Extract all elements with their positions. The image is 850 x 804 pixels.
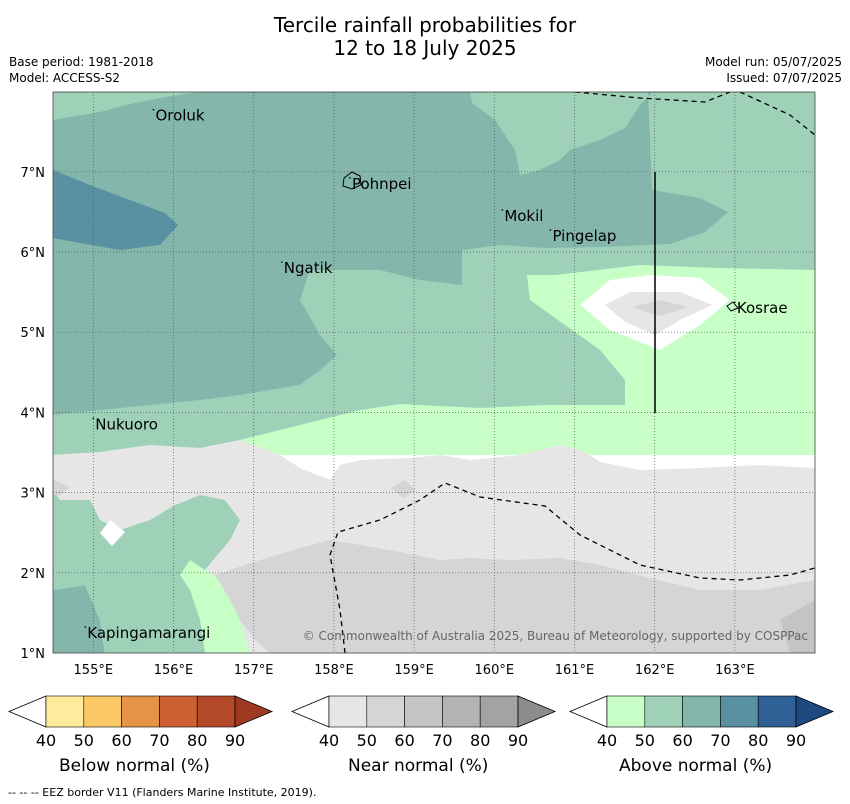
colorbar-high-arrow (795, 695, 835, 728)
colorbar-segment (644, 695, 683, 728)
colorbar-low-arrow (7, 695, 47, 728)
colorbar-tick: 40 (319, 731, 339, 750)
colorbar-0: 40 50 60 70 80 90 (7, 695, 274, 750)
colorbar-segment (442, 695, 481, 728)
place-marker (501, 209, 504, 211)
place-marker (734, 301, 736, 303)
colorbar-segment (45, 695, 85, 728)
colorbar-segment (479, 695, 519, 728)
colorbar-tick: 70 (149, 731, 169, 750)
colorbar-tick: 80 (748, 731, 768, 750)
colorbar-tick: 40 (597, 731, 617, 750)
lat-tick-label: 3°N (21, 487, 46, 502)
colorbar-segment (83, 695, 122, 728)
colorbar-tick: 90 (786, 731, 806, 750)
colorbar-segment (366, 695, 405, 728)
meta-right: Model run: 05/07/2025 Issued: 07/07/2025 (705, 54, 842, 86)
place-pohnpei: Pohnpei (352, 175, 412, 193)
colorbar-tick: 50 (357, 731, 377, 750)
place-kosrae: Kosrae (737, 299, 788, 317)
lat-tick-label: 4°N (21, 406, 46, 421)
title-line-1: Tercile rainfall probabilities for (273, 13, 577, 37)
colorbar-label-above: Above normal (%) (619, 756, 773, 776)
colorbar-tick: 90 (225, 731, 245, 750)
axis-labels: 155°E 156°E 157°E 158°E 159°E 160°E 161°E 162°E… (21, 166, 755, 678)
colorbar-segment (757, 695, 797, 728)
colorbar-tick: 50 (74, 731, 94, 750)
lon-tick-label: 161°E (555, 663, 595, 678)
kosrae-island (726, 301, 739, 312)
lon-tick-label: 162°E (635, 663, 675, 678)
colorbar-tick: 80 (470, 731, 490, 750)
colorbar-segment (606, 695, 646, 728)
lon-tick-label: 156°E (154, 663, 194, 678)
colorbar-segment (196, 695, 236, 728)
colorbar-tick: 70 (432, 731, 452, 750)
meta-left: Base period: 1981-2018 Model: ACCESS-S2 (9, 54, 154, 86)
lat-tick-label: 5°N (21, 326, 46, 341)
colorbars: 40 50 60 70 80 90 40 50 60 70 80 90 40 50 60 70 80 90 (7, 695, 835, 750)
place-nukuoro: Nukuoro (95, 415, 158, 433)
place-ngatik: Ngatik (284, 259, 333, 277)
place-labels: Oroluk Pohnpei Mokil Pingelap Ngatik Kosrae Nu… (84, 107, 788, 642)
colorbar-tick: 60 (111, 731, 131, 750)
lon-tick-label: 155°E (74, 663, 114, 678)
colorbar-high-arrow (234, 695, 274, 728)
colorbar-2: 40 50 60 70 80 90 (568, 695, 835, 750)
colorbar-tick: 80 (187, 731, 207, 750)
colorbar-high-arrow (517, 695, 557, 728)
model-name: Model: ACCESS-S2 (9, 71, 121, 85)
lon-tick-label: 159°E (394, 663, 434, 678)
lon-tick-label: 163°E (715, 663, 755, 678)
map-frame (52, 91, 816, 654)
colorbar-1: 40 50 60 70 80 90 (290, 695, 557, 750)
lat-tick-label: 6°N (21, 246, 46, 261)
eez-borders (329, 92, 815, 653)
colorbar-label-near: Near normal (%) (348, 756, 489, 776)
place-oroluk: Oroluk (155, 107, 204, 125)
place-marker (152, 108, 155, 111)
place-pingelap: Pingelap (552, 227, 616, 245)
model-run: Model run: 05/07/2025 (704, 55, 842, 69)
issued-date: Issued: 07/07/2025 (726, 71, 842, 85)
place-marker (349, 177, 351, 179)
place-marker (92, 417, 95, 420)
colorbar-tick: 60 (672, 731, 692, 750)
colorbar-segment (720, 695, 759, 728)
colorbar-label-below: Below normal (%) (59, 756, 210, 776)
colorbar-segment (121, 695, 160, 728)
lon-tick-label: 157°E (234, 663, 274, 678)
lat-tick-label: 1°N (21, 647, 46, 662)
colorbar-segment (159, 695, 198, 728)
lon-tick-label: 158°E (314, 663, 354, 678)
colorbar-tick: 50 (635, 731, 655, 750)
lat-tick-label: 2°N (21, 567, 46, 582)
title-line-2: 12 to 18 July 2025 (333, 36, 517, 60)
probability-fill (53, 92, 815, 653)
colorbar-tick: 60 (394, 731, 414, 750)
footnote: -- -- -- EEZ border V11 (Flanders Marine… (8, 786, 317, 799)
place-marker (280, 261, 283, 263)
base-period: Base period: 1981-2018 (9, 55, 154, 69)
colorbar-segment (328, 695, 368, 728)
copyright-notice: © Commonwealth of Australia 2025, Bureau… (303, 629, 808, 643)
lon-tick-label: 160°E (475, 663, 515, 678)
colorbar-segment (682, 695, 721, 728)
pohnpei-island (342, 171, 362, 190)
colorbar-segment (404, 695, 443, 728)
colorbar-tick: 40 (36, 731, 56, 750)
colorbar-tick: 90 (508, 731, 528, 750)
colorbar-low-arrow (568, 695, 608, 728)
lat-tick-label: 7°N (21, 166, 46, 181)
place-marker (549, 229, 552, 231)
place-mokil: Mokil (504, 207, 543, 225)
colorbar-tick: 70 (710, 731, 730, 750)
colorbar-low-arrow (290, 695, 330, 728)
place-marker (84, 626, 87, 628)
place-kapingamarangi: Kapingamarangi (87, 624, 210, 642)
map-title: Tercile rainfall probabilities for 12 to… (0, 14, 850, 60)
